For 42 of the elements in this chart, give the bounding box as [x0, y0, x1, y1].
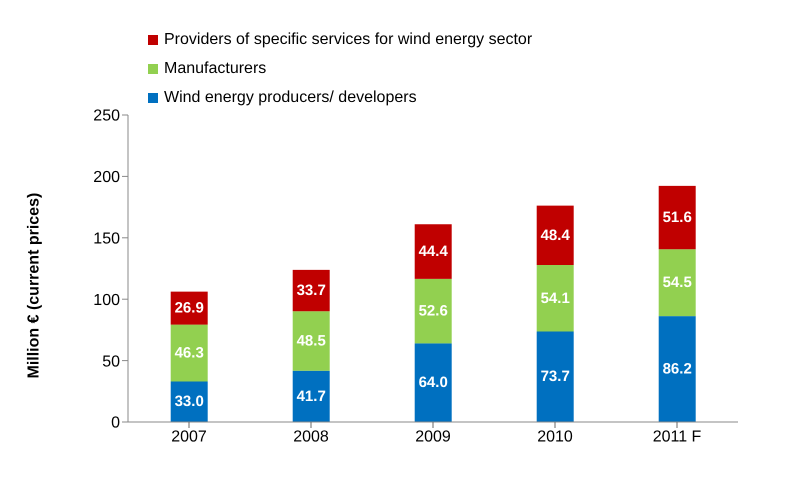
x-tick-label: 2010: [537, 428, 573, 446]
data-label: 26.9: [174, 300, 204, 317]
bar: [292, 370, 330, 422]
bar: [536, 265, 574, 332]
x-tick-label: 2009: [415, 428, 451, 446]
bar: [658, 186, 696, 250]
bar: [170, 324, 208, 382]
data-label: 46.3: [174, 344, 204, 362]
bar: [414, 224, 452, 279]
x-tick-label: 2011 F: [652, 428, 702, 446]
data-label: 33.0: [174, 393, 204, 410]
data-label: 86.2: [662, 360, 692, 378]
x-tick-label: 2008: [293, 428, 329, 446]
data-label: 41.7: [296, 388, 326, 405]
data-label: 73.7: [540, 368, 570, 386]
data-label: 44.4: [418, 243, 448, 260]
y-tick-label: 100: [93, 292, 120, 309]
data-label: 54.5: [662, 274, 692, 292]
data-label: 51.6: [662, 209, 692, 226]
data-label: 52.6: [418, 302, 448, 320]
bar: [292, 311, 330, 371]
bar: [658, 316, 696, 422]
y-tick-label: 200: [93, 169, 120, 186]
data-label: 33.7: [296, 282, 326, 300]
legend-label: Providers of specific services for wind energy sector: [164, 31, 532, 49]
legend-label: Wind energy producers/ developers: [164, 89, 417, 107]
y-tick-label: 150: [93, 230, 120, 248]
bar: [536, 206, 574, 266]
data-label: 54.1: [540, 290, 570, 307]
legend-label: Manufacturers: [164, 60, 266, 78]
x-tick-label: 2007: [171, 428, 207, 446]
y-tick-label: 0: [111, 414, 120, 432]
y-tick-label: 50: [102, 353, 120, 370]
bar: [536, 331, 574, 422]
y-tick-label: 250: [93, 108, 120, 125]
bar: [414, 343, 452, 422]
data-label: 64.0: [418, 374, 448, 392]
data-label: 48.5: [296, 332, 326, 350]
bar: [414, 278, 452, 344]
data-label: 48.4: [540, 226, 570, 244]
bar: [658, 249, 696, 316]
y-axis-title: Million € (current prices): [26, 192, 43, 378]
